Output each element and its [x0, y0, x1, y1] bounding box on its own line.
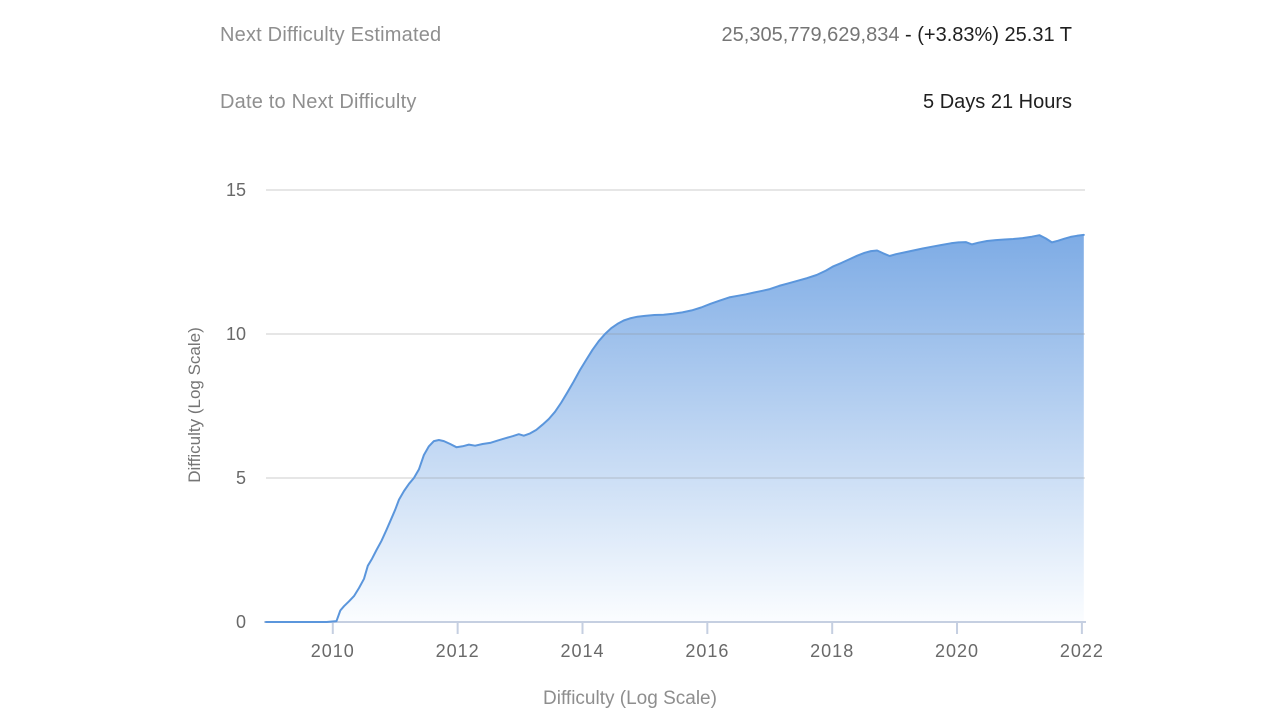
date-to-next-label: Date to Next Difficulty [220, 91, 417, 113]
next-difficulty-raw: 25,305,779,629,834 [721, 24, 906, 46]
date-to-next-duration: 5 Days 21 Hours [923, 91, 1072, 113]
y-tick-label-5: 5 [236, 468, 246, 488]
x-tick-label-2022: 2022 [1060, 641, 1104, 661]
difficulty-line [265, 233, 1085, 623]
y-axis-title: Difficulty (Log Scale) [185, 327, 204, 483]
next-difficulty-value: 25,305,779,629,834 - (+3.83%) 25.31 T [722, 24, 1072, 47]
next-difficulty-change: - (+3.83%) 25.31 T [905, 24, 1072, 46]
date-to-next-value: 5 Days 21 Hours [923, 91, 1072, 114]
y-tick-label-0: 0 [236, 612, 246, 632]
y-tick-label-10: 10 [226, 324, 246, 344]
x-tick-label-2016: 2016 [685, 641, 729, 661]
x-tick-label-2010: 2010 [311, 641, 355, 661]
difficulty-area-fill [266, 234, 1084, 622]
metric-row-next-difficulty: Next Difficulty Estimated 25,305,779,629… [220, 24, 1072, 47]
next-difficulty-label: Next Difficulty Estimated [220, 24, 442, 46]
y-tick-label-15: 15 [226, 180, 246, 200]
x-tick-label-2018: 2018 [810, 641, 854, 661]
x-tick-label-2012: 2012 [436, 641, 480, 661]
metric-row-date-to-next: Date to Next Difficulty 5 Days 21 Hours [220, 91, 1072, 114]
x-axis-title: Difficulty (Log Scale) [543, 688, 717, 709]
x-tick-label-2020: 2020 [935, 641, 979, 661]
x-tick-label-2014: 2014 [560, 641, 604, 661]
